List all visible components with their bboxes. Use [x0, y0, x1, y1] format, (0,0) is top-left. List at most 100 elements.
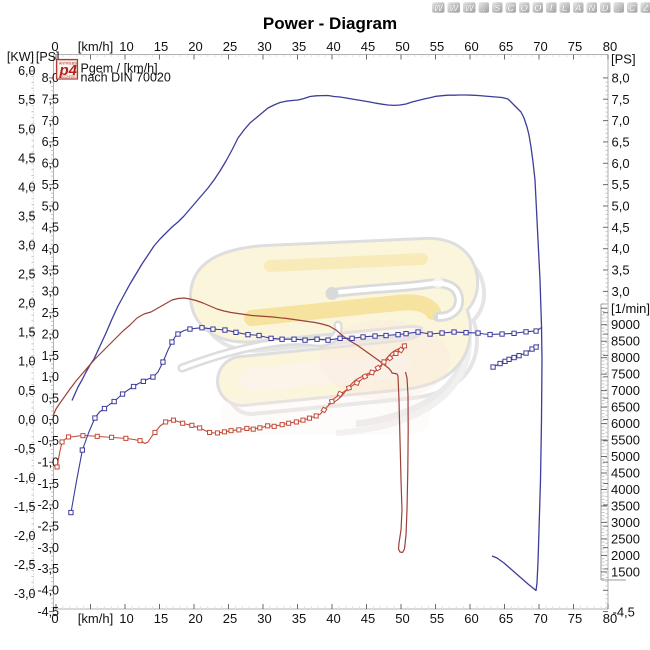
- svg-text:-1,0: -1,0: [14, 471, 36, 485]
- svg-text:2000: 2000: [611, 548, 640, 563]
- svg-text:5,5: 5,5: [612, 177, 630, 192]
- svg-text:8000: 8000: [611, 350, 640, 365]
- svg-text:7,0: 7,0: [42, 114, 59, 128]
- svg-text:70: 70: [533, 611, 547, 626]
- svg-text:4,0: 4,0: [42, 242, 59, 256]
- svg-text:5,5: 5,5: [18, 93, 35, 107]
- svg-text:0,5: 0,5: [18, 384, 35, 398]
- svg-text:O: O: [521, 3, 529, 14]
- svg-text:p4: p4: [59, 62, 78, 79]
- svg-text:S: S: [494, 3, 501, 14]
- svg-text:5000: 5000: [611, 449, 640, 464]
- svg-text:6,0: 6,0: [42, 157, 59, 171]
- svg-text:4,5: 4,5: [612, 220, 630, 235]
- svg-text:C: C: [507, 3, 514, 14]
- svg-text:65: 65: [499, 39, 513, 54]
- svg-text:5,0: 5,0: [612, 199, 630, 214]
- svg-text:50: 50: [395, 611, 409, 626]
- svg-text:6,5: 6,5: [612, 134, 630, 149]
- svg-text:6,0: 6,0: [612, 156, 630, 171]
- svg-text:3,5: 3,5: [42, 263, 59, 277]
- svg-text:6,5: 6,5: [42, 135, 59, 149]
- svg-text:4500: 4500: [611, 466, 640, 481]
- svg-text:-0,5: -0,5: [37, 434, 59, 448]
- svg-text:60: 60: [464, 39, 478, 54]
- svg-text:-2,5: -2,5: [37, 520, 59, 534]
- svg-text:2,5: 2,5: [42, 306, 59, 320]
- svg-text:4,5: 4,5: [18, 151, 35, 165]
- svg-text:2,5: 2,5: [18, 268, 35, 282]
- svg-text:[1/min]: [1/min]: [611, 301, 650, 316]
- svg-text:7000: 7000: [611, 383, 640, 398]
- svg-text:6000: 6000: [611, 416, 640, 431]
- svg-text:0: 0: [51, 39, 58, 54]
- svg-text:4,0: 4,0: [612, 241, 630, 256]
- svg-text:60: 60: [464, 611, 478, 626]
- svg-text:9000: 9000: [611, 317, 640, 332]
- svg-text:-4,5: -4,5: [37, 605, 59, 619]
- svg-text:20: 20: [188, 39, 202, 54]
- svg-text:75: 75: [568, 39, 582, 54]
- svg-text:1,0: 1,0: [42, 370, 59, 384]
- svg-text:-1,5: -1,5: [14, 500, 36, 514]
- svg-text:2,0: 2,0: [42, 327, 59, 341]
- svg-text:4000: 4000: [611, 482, 640, 497]
- svg-text:1,5: 1,5: [18, 326, 35, 340]
- svg-text:[PS]: [PS]: [611, 52, 636, 67]
- svg-text:8,0: 8,0: [42, 71, 59, 85]
- svg-text:3,0: 3,0: [612, 284, 630, 299]
- svg-text:7,5: 7,5: [42, 93, 59, 107]
- svg-text:ANTRIEBS-: ANTRIEBS-: [59, 62, 79, 66]
- svg-text:4,0: 4,0: [18, 180, 35, 194]
- svg-text:2,0: 2,0: [18, 297, 35, 311]
- svg-text:3,5: 3,5: [612, 263, 630, 278]
- svg-text:3,0: 3,0: [42, 285, 59, 299]
- svg-text:55: 55: [430, 39, 444, 54]
- svg-text:5500: 5500: [611, 433, 640, 448]
- svg-text:-0,5: -0,5: [14, 442, 36, 456]
- svg-text:7,0: 7,0: [612, 113, 630, 128]
- svg-text:4,5: 4,5: [42, 221, 59, 235]
- svg-text:0,5: 0,5: [42, 391, 59, 405]
- svg-text:[km/h]: [km/h]: [78, 611, 113, 626]
- svg-text:3500: 3500: [611, 499, 640, 514]
- svg-text:30: 30: [257, 611, 271, 626]
- svg-text:Pgem / [km/h]: Pgem / [km/h]: [81, 62, 158, 76]
- svg-text:[KW]: [KW]: [7, 50, 34, 64]
- svg-text:N: N: [588, 3, 596, 14]
- svg-text:15: 15: [154, 611, 168, 626]
- svg-text:6,0: 6,0: [18, 64, 35, 78]
- svg-text:10: 10: [119, 611, 133, 626]
- svg-text:20: 20: [188, 611, 202, 626]
- svg-text:6500: 6500: [611, 400, 640, 415]
- svg-text:W: W: [449, 3, 459, 14]
- svg-text:1,0: 1,0: [18, 355, 35, 369]
- svg-text:0,0: 0,0: [42, 413, 59, 427]
- svg-text:1,5: 1,5: [42, 349, 59, 363]
- svg-text:-3,0: -3,0: [14, 587, 36, 601]
- svg-text:-4,5: -4,5: [613, 605, 635, 620]
- svg-text:50: 50: [395, 39, 409, 54]
- svg-text:55: 55: [430, 611, 444, 626]
- svg-text:8,0: 8,0: [612, 70, 630, 85]
- svg-text:[PS]: [PS]: [36, 50, 60, 64]
- svg-text:D: D: [602, 3, 609, 14]
- svg-text:3,0: 3,0: [18, 239, 35, 253]
- svg-text:W: W: [465, 3, 475, 14]
- svg-text:0,0: 0,0: [18, 413, 35, 427]
- svg-text:35: 35: [292, 39, 306, 54]
- svg-text:8500: 8500: [611, 334, 640, 349]
- svg-text:W: W: [434, 3, 444, 14]
- svg-text:40: 40: [326, 39, 340, 54]
- svg-text:5,0: 5,0: [42, 199, 59, 213]
- svg-text:.: .: [617, 3, 620, 14]
- svg-text:3,5: 3,5: [18, 210, 35, 224]
- svg-text:30: 30: [257, 39, 271, 54]
- svg-text:40: 40: [326, 611, 340, 626]
- svg-text:-1,0: -1,0: [37, 456, 59, 470]
- svg-text:45: 45: [361, 39, 375, 54]
- svg-text:10: 10: [119, 39, 133, 54]
- svg-text:A: A: [574, 3, 582, 14]
- svg-text:0: 0: [51, 611, 58, 626]
- svg-text:1500: 1500: [611, 564, 640, 579]
